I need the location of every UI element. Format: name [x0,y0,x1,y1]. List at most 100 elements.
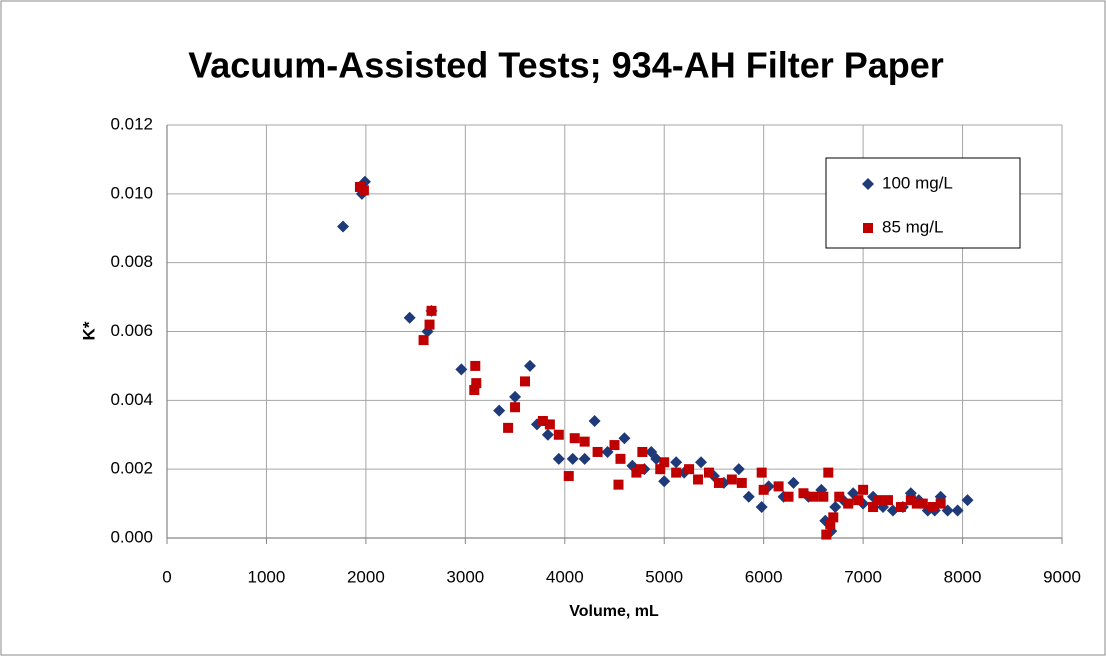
x-tick-label: 3000 [446,567,484,586]
data-point [609,440,620,451]
x-tick-label: 1000 [248,567,286,586]
data-point [510,402,521,413]
data-point [961,494,974,507]
y-tick-label: 0.010 [110,183,153,202]
data-point [615,453,626,464]
data-point [418,335,429,346]
data-point [773,481,784,492]
legend-box [825,157,1021,249]
legend-label: 100 mg/L [882,173,953,192]
data-point [821,529,832,540]
data-point [520,376,530,387]
data-point [566,452,579,465]
data-point [523,359,536,372]
data-point [493,404,506,417]
data-point [635,464,646,475]
legend-label: 85 mg/L [882,217,943,236]
data-point [905,495,916,506]
data-point [756,467,767,478]
data-point [670,456,683,469]
data-point [684,464,695,475]
data-point [424,319,435,330]
data-point [935,498,946,509]
x-tick-label: 8000 [944,567,982,586]
data-point [403,311,416,324]
data-point [758,484,769,495]
data-point [613,479,624,490]
data-point [895,502,906,513]
data-point [578,452,591,465]
data-point [509,390,522,403]
data-point [569,433,580,444]
data-point [858,484,869,495]
data-point [808,491,819,502]
data-point [927,502,938,513]
data-point [618,432,631,445]
data-point [787,476,800,489]
legend-marker [863,223,873,233]
data-point [592,446,603,457]
data-point [873,495,884,506]
data-point [470,360,481,371]
data-point [783,491,794,502]
data-point [544,419,555,430]
data-point [742,490,755,503]
data-point [911,498,922,509]
data-point [637,446,648,457]
data-point [853,495,864,506]
x-tick-label: 9000 [1043,567,1081,586]
data-point [825,519,836,530]
data-point [541,428,554,441]
data-point [828,512,839,523]
x-tick-label: 2000 [347,567,385,586]
data-point [755,501,768,514]
data-point [337,220,350,233]
data-point [703,467,714,478]
data-point [818,491,829,502]
data-point [358,185,369,196]
data-point [537,415,548,426]
data-point [834,491,845,502]
data-point [713,477,724,488]
data-point [471,378,482,389]
data-point [426,305,437,316]
data-point [829,501,842,514]
data-point [552,452,565,465]
chart-title: Vacuum-Assisted Tests; 934-AH Filter Pap… [188,45,944,86]
data-point [693,474,704,485]
data-point [726,474,737,485]
data-point [658,475,671,488]
data-point [823,467,834,478]
data-point [659,457,670,468]
y-tick-label: 0.002 [110,459,153,478]
y-axis-label: K* [79,321,98,340]
data-point [882,495,893,506]
y-tick-label: 0.006 [110,321,153,340]
data-point [736,477,747,488]
y-tick-label: 0.004 [110,390,153,409]
data-point [503,422,514,433]
data-point [579,436,590,447]
data-point [917,498,928,509]
x-tick-label: 6000 [745,567,783,586]
legend-marker [862,178,874,190]
data-point [563,471,574,482]
y-tick-label: 0.012 [110,114,153,133]
x-tick-label: 7000 [844,567,882,586]
y-tick-label: 0.008 [110,252,153,271]
data-point [469,385,480,396]
x-tick-label: 5000 [645,567,683,586]
data-point [655,464,666,475]
x-tick-label: 0 [162,567,171,586]
data-point [951,504,964,517]
data-point [671,467,682,478]
data-point [868,502,879,513]
data-point [695,456,708,469]
data-point [553,429,564,440]
x-axis-label: Volume, mL [569,603,659,620]
data-point [588,414,601,427]
data-point [732,463,745,476]
data-point [798,488,809,499]
